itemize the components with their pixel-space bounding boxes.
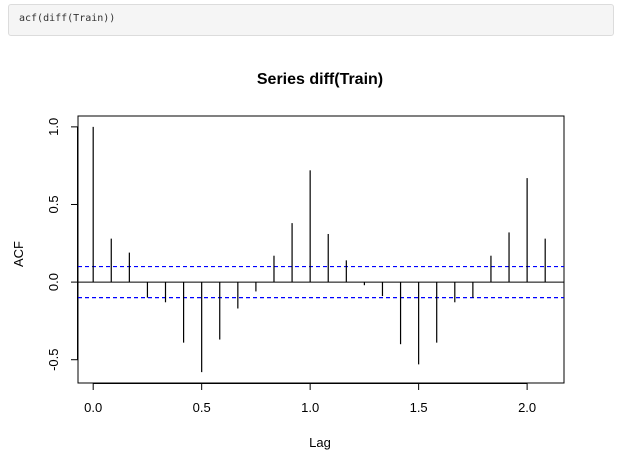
y-tick-label: 0.0: [46, 273, 61, 291]
chart-title: Series diff(Train): [257, 71, 383, 88]
x-axis-label: Lag: [309, 435, 331, 450]
x-tick-label: 0.0: [84, 400, 102, 415]
x-tick-label: 0.5: [193, 400, 211, 415]
x-tick-label: 1.0: [301, 400, 319, 415]
y-axis-label: ACF: [11, 241, 26, 267]
code-cell: acf(diff(Train)): [8, 4, 614, 36]
code-text: acf(diff(Train)): [19, 13, 116, 24]
plot-frame: [77, 115, 565, 384]
y-tick-label: 1.0: [46, 118, 61, 136]
x-tick-label: 1.5: [410, 400, 428, 415]
y-tick-label: 0.5: [46, 195, 61, 213]
y-tick-label: -0.5: [46, 349, 61, 371]
x-tick-label: 2.0: [518, 400, 536, 415]
